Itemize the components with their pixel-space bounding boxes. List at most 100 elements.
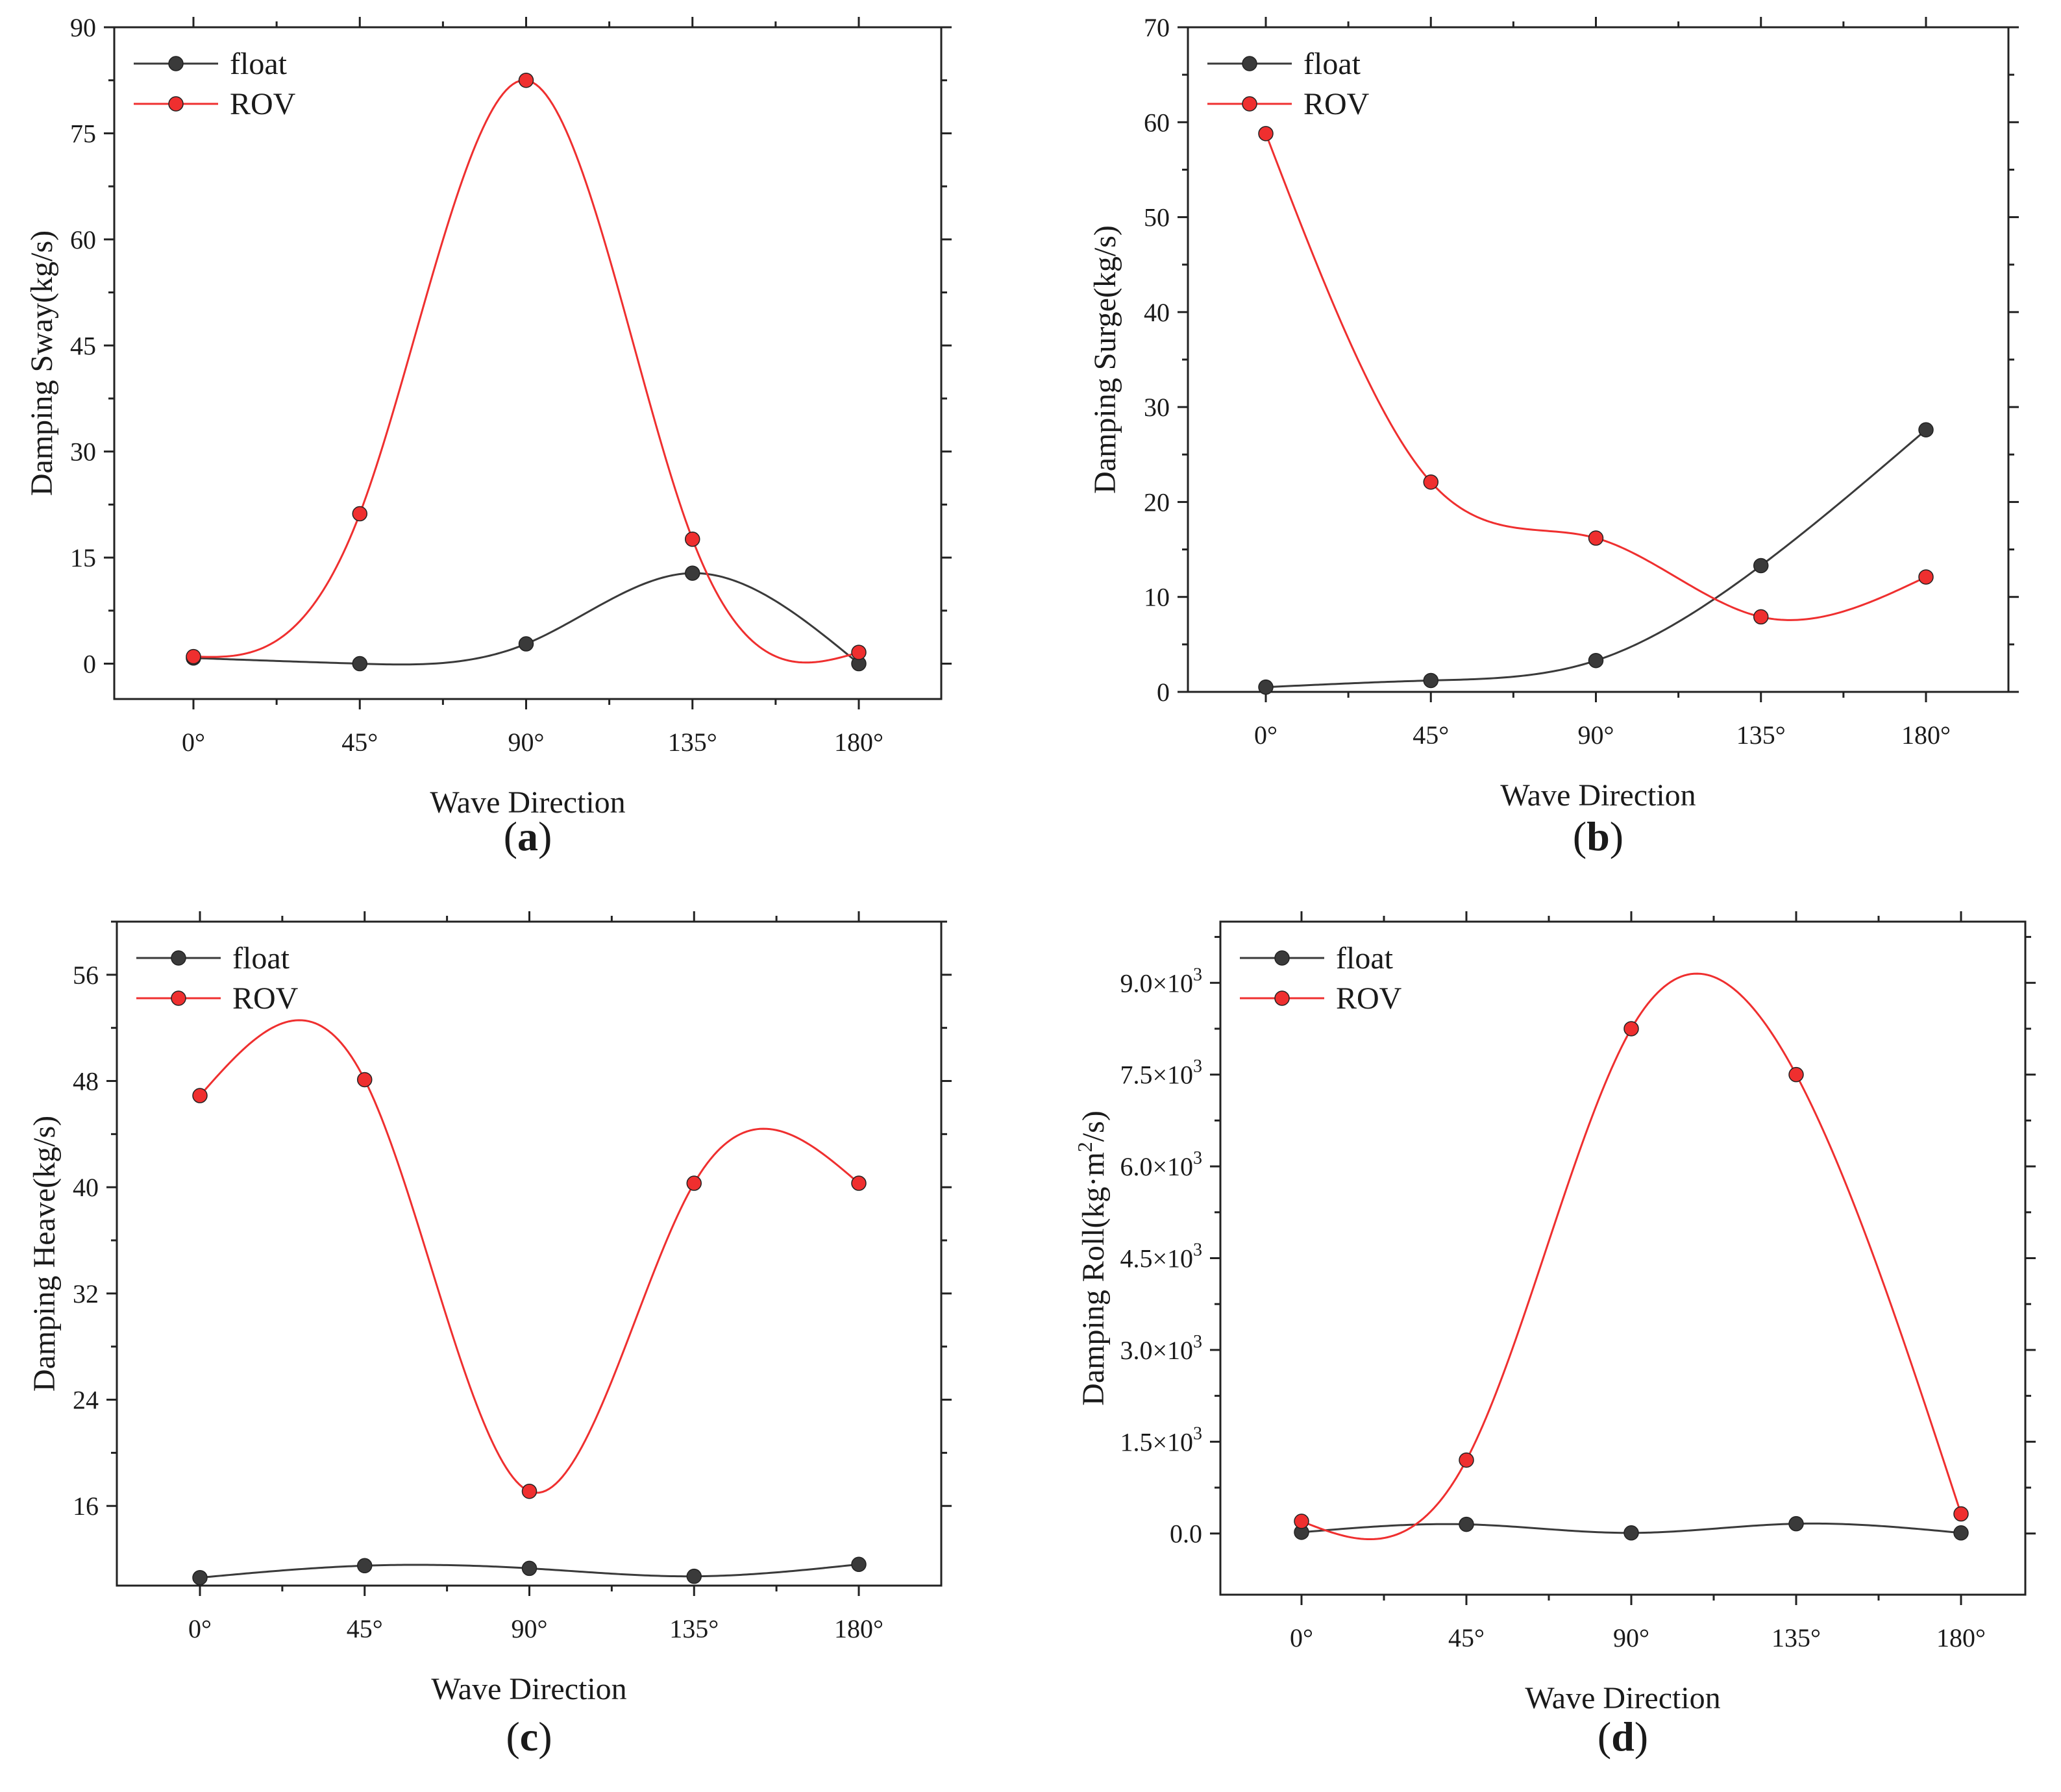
data-point-rov [686,1175,702,1191]
panel-label-close: ) [1610,813,1623,859]
data-point-float [352,656,367,672]
x-tick-label: 90° [512,1614,548,1643]
data-point-rov [192,1088,208,1103]
y-tick-mantissa: 1.5×10 [1120,1427,1193,1456]
x-tick-label: 0° [1290,1623,1313,1652]
y-axis-title-sup: 2 [1073,1142,1096,1152]
y-tick-exponent: 3 [1193,1148,1202,1168]
panel-label-close: ) [1635,1713,1648,1760]
x-axis-title: Wave Direction [430,785,625,820]
legend-marker [168,96,184,112]
plot-frame [1219,920,2027,1596]
y-tick-label: 45 [70,331,96,360]
data-point-rov [1258,126,1274,141]
panel-label-letter: a [517,813,538,859]
x-axis-title: Wave Direction [431,1672,626,1706]
legend-marker [1242,96,1257,112]
y-axis-title-main: Damping Roll(kg·m [1076,1152,1111,1406]
x-tick-label: 0° [182,728,205,757]
y-tick-label: 56 [73,961,99,990]
y-tick-exponent: 3 [1193,1423,1202,1443]
chart-panel-a: 0 15 30 45 60 75 90 0° 45° 90° 135° 180° Wave Direct… [25,13,952,859]
y-tick-label: 50 [1144,203,1170,232]
y-tick-mantissa: 4.5×10 [1120,1244,1193,1273]
legend-label: float [230,47,288,81]
x-axis-title: Wave Direction [1525,1681,1720,1715]
data-point-float [1423,672,1438,689]
data-point-float [518,636,534,652]
data-point-rov [1294,1514,1309,1529]
x-axis-title: Wave Direction [1500,778,1696,813]
data-point-rov [1459,1452,1474,1468]
x-tick-label: 0° [188,1614,212,1643]
panel-label-open: ( [506,1713,519,1760]
legend-label: ROV [232,981,299,1016]
x-tick-label: 45° [1448,1623,1485,1652]
legend-label: float [232,941,290,976]
legend-marker [171,950,186,966]
data-point-float [851,1556,867,1573]
legend-item-float: float [136,941,290,976]
y-axis-title: Damping Roll(kg·m2/s) [1073,1111,1111,1406]
data-point-float [1588,652,1604,669]
chart-panel-b: 0 10 20 30 40 50 60 70 0° 45° 90° 135° 180° Wave Dire… [1088,13,2019,859]
data-point-float [1753,558,1769,574]
legend-item-rov: ROV [134,87,296,121]
data-point-rov [518,72,534,88]
legend-label: float [1303,47,1361,81]
series-float [186,565,867,672]
data-point-float [686,1568,702,1584]
y-tick-label: 30 [70,437,96,467]
panel-label-open: ( [1598,1713,1611,1760]
data-point-rov [1423,474,1438,490]
data-point-float [1918,422,1934,438]
y-tick-label: 60 [1144,108,1170,137]
y-tick-label: 16 [73,1491,99,1521]
chart-panel-d: 0.01.5×1033.0×1034.5×1036.0×1037.5×1039.… [1073,911,2036,1760]
y-tick-label: 40 [73,1173,99,1202]
data-point-rov [1623,1021,1639,1037]
panel-label-close: ) [538,813,552,859]
x-tick-label: 135° [1771,1623,1821,1652]
panel-label: (a) [504,813,552,859]
y-tick-label: 60 [70,225,96,254]
data-point-rov [685,532,700,547]
legend-item-rov: ROV [1240,981,1402,1016]
series-line-rov [1265,133,1927,621]
panel-label: (d) [1598,1713,1648,1760]
panel-label-open: ( [504,813,517,859]
panel-label-letter: d [1611,1713,1635,1760]
series-rov [186,72,867,665]
y-tick-label: 0 [83,650,96,679]
y-tick-exponent: 3 [1193,1332,1202,1352]
y-tick-label: 0 [1157,678,1170,707]
legend-item-float: float [134,47,288,81]
y-axis-title: Damping Heave(kg/s) [27,1116,62,1392]
y-axis-title: Damping Sway(kg/s) [25,230,59,496]
plot-frame [1187,26,2010,693]
legend-label: ROV [230,87,296,121]
x-tick-label: 90° [1578,720,1614,750]
y-tick-mantissa: 0.0 [1170,1519,1202,1549]
y-tick-label: 7.5×103 [1120,1057,1202,1090]
legend-marker [171,990,186,1006]
x-tick-label: 135° [1736,720,1786,750]
x-tick-label: 180° [1901,720,1951,750]
series-float [1294,1516,1969,1541]
x-tick-label: 0° [1254,720,1277,750]
data-point-rov [1918,569,1934,585]
x-tick-label: 180° [834,1614,883,1643]
data-point-float [1788,1516,1804,1532]
legend-item-rov: ROV [136,981,299,1016]
y-tick-mantissa: 6.0×10 [1120,1152,1193,1181]
y-tick-label: 48 [73,1067,99,1096]
series-rov [192,1019,867,1499]
data-point-float [357,1558,373,1574]
y-axis-title: Damping Surge(kg/s) [1088,225,1122,494]
data-point-float [1258,679,1274,695]
data-point-rov [1953,1506,1969,1522]
data-point-rov [851,644,867,660]
data-point-float [685,565,700,581]
y-tick-exponent: 3 [1193,964,1202,985]
